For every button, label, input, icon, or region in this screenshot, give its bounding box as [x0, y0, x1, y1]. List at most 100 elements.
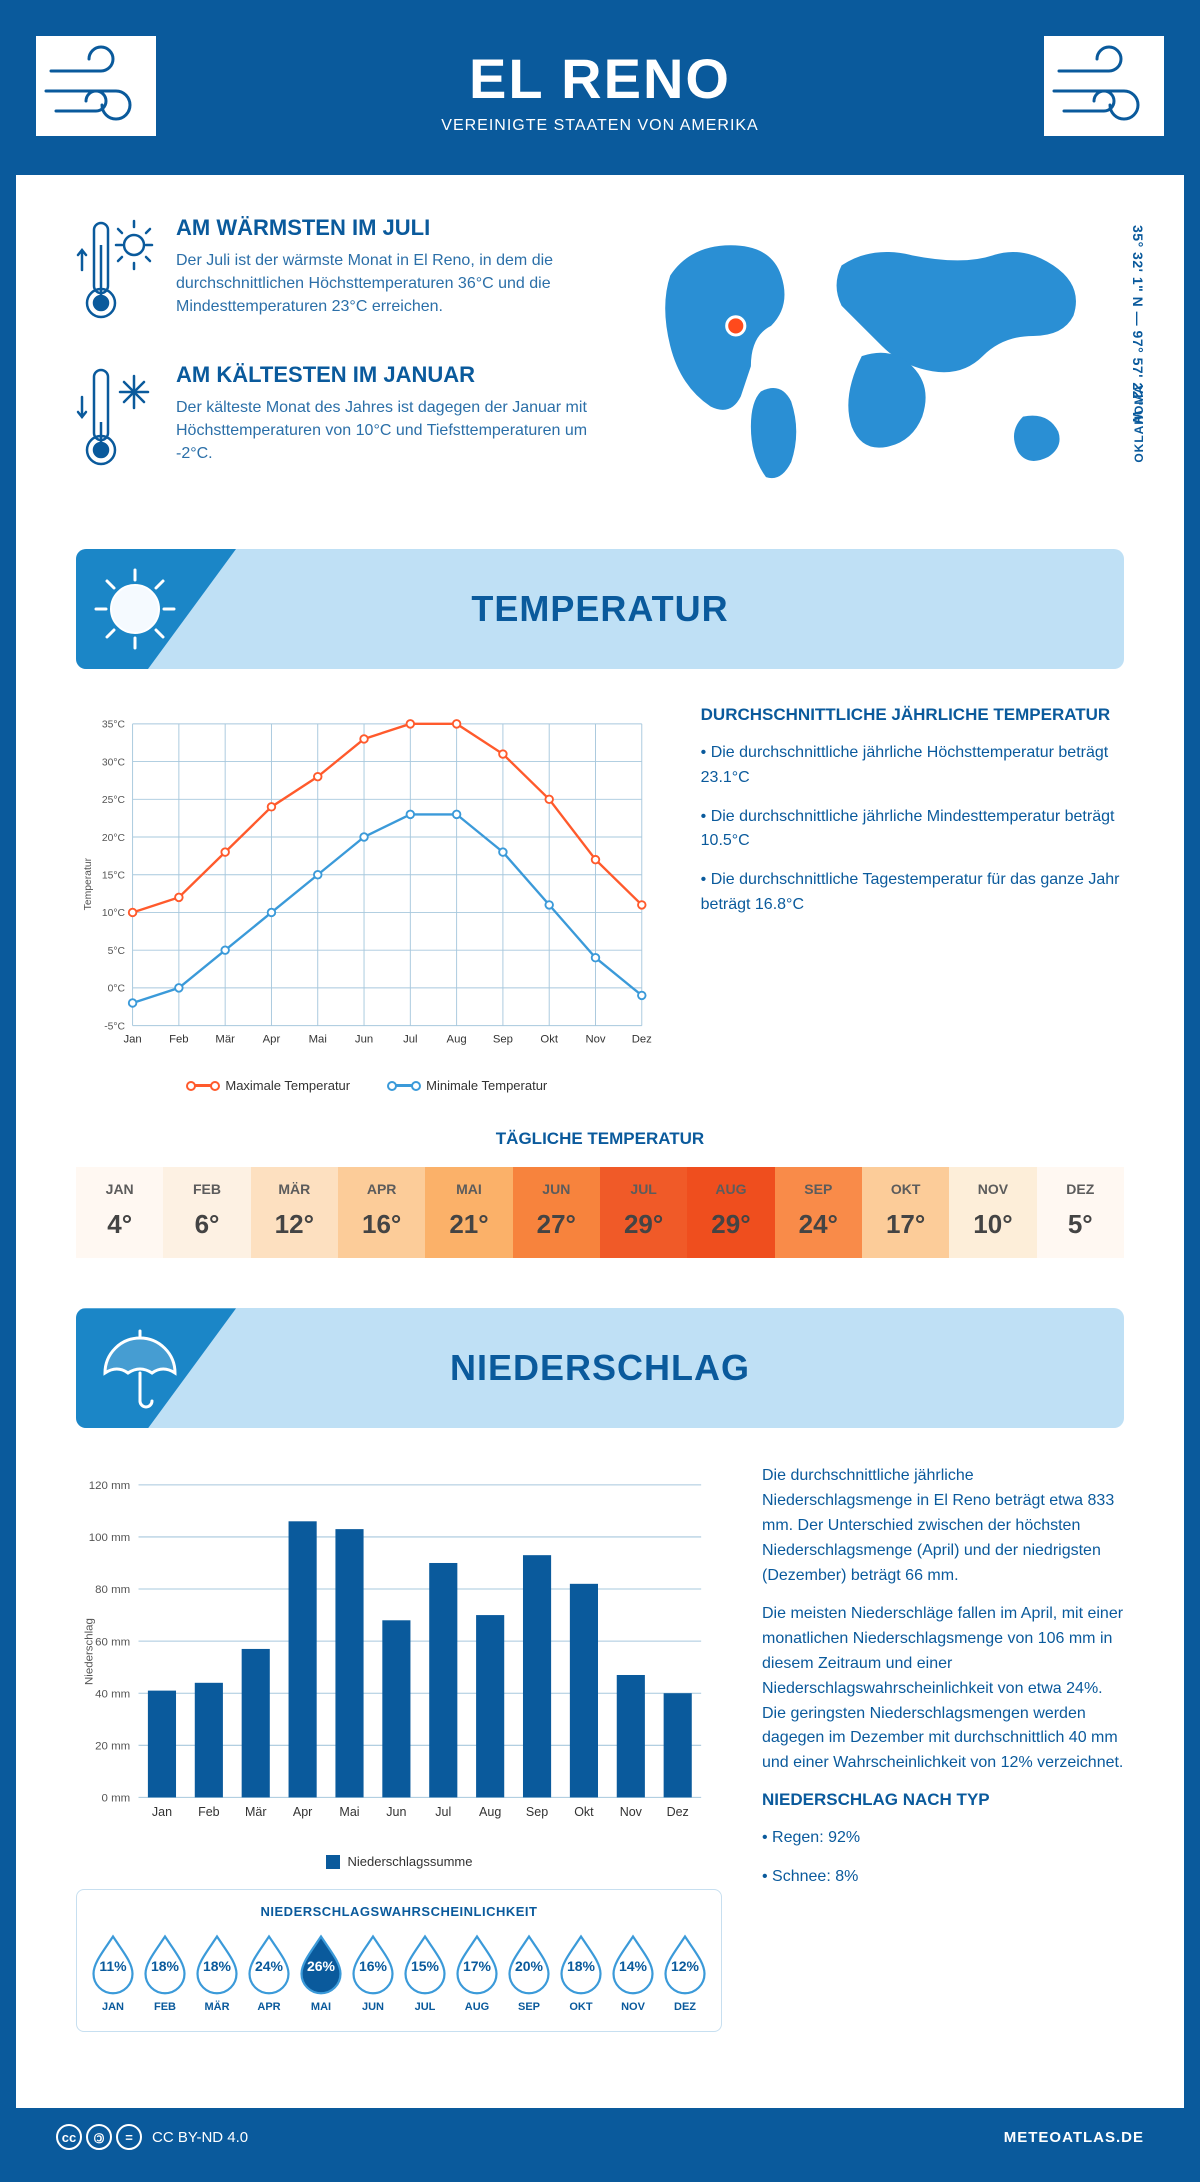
daily-temp-cell: DEZ5° [1037, 1167, 1124, 1258]
daily-temp-cell: JUN27° [513, 1167, 600, 1258]
svg-text:Jul: Jul [403, 1034, 417, 1046]
svg-text:Mär: Mär [215, 1034, 235, 1046]
daily-temp-cell: OKT17° [862, 1167, 949, 1258]
daily-temp-cell: MÄR12° [251, 1167, 338, 1258]
daily-temp-cell: NOV10° [949, 1167, 1036, 1258]
svg-text:25°C: 25°C [102, 795, 126, 806]
precip-prob-drop: 14%NOV [607, 1933, 659, 2013]
temp-bullet: • Die durchschnittliche jährliche Höchst… [701, 741, 1124, 791]
precip-prob-drop: 11%JAN [87, 1933, 139, 2013]
thermometer-sun-icon [76, 215, 156, 330]
precip-prob-drop: 26%MAI [295, 1933, 347, 2013]
svg-text:100 mm: 100 mm [89, 1532, 130, 1544]
legend-max-temp: Maximale Temperatur [189, 1078, 350, 1093]
wind-icon [36, 36, 156, 136]
svg-text:60 mm: 60 mm [95, 1637, 130, 1649]
daily-temp-cell: APR16° [338, 1167, 425, 1258]
cc-icons: cc🄯= [56, 2124, 142, 2150]
daily-temp-cell: MAI21° [425, 1167, 512, 1258]
precip-para-1: Die durchschnittliche jährliche Niedersc… [762, 1464, 1124, 1588]
svg-text:Feb: Feb [198, 1805, 220, 1819]
daily-temp-cell: AUG29° [687, 1167, 774, 1258]
precip-prob-drop: 17%AUG [451, 1933, 503, 2013]
fact-warmest: AM WÄRMSTEN IM JULI Der Juli ist der wär… [76, 215, 600, 330]
svg-text:Okt: Okt [574, 1805, 594, 1819]
fact-coldest: AM KÄLTESTEN IM JANUAR Der kälteste Mona… [76, 362, 600, 477]
region-label: OKLAHOMA [1132, 384, 1146, 463]
svg-text:Apr: Apr [293, 1805, 312, 1819]
daily-temp-strip: JAN4°FEB6°MÄR12°APR16°MAI21°JUN27°JUL29°… [76, 1167, 1124, 1258]
svg-text:20°C: 20°C [102, 833, 126, 844]
daily-temp-cell: JAN4° [76, 1167, 163, 1258]
temp-side-title: DURCHSCHNITTLICHE JÄHRLICHE TEMPERATUR [701, 705, 1124, 725]
svg-text:Temperatur: Temperatur [83, 857, 94, 910]
svg-text:Jun: Jun [355, 1034, 373, 1046]
svg-text:Dez: Dez [632, 1034, 652, 1046]
precip-prob-drop: 18%FEB [139, 1933, 191, 2013]
precip-type-bullet: • Regen: 92% [762, 1826, 1124, 1851]
svg-text:Mai: Mai [309, 1034, 327, 1046]
svg-text:-5°C: -5°C [104, 1021, 125, 1032]
precip-prob-drop: 18%OKT [555, 1933, 607, 2013]
svg-text:Jun: Jun [386, 1805, 406, 1819]
svg-text:35°C: 35°C [102, 720, 126, 731]
svg-text:Dez: Dez [667, 1805, 689, 1819]
precip-probability-box: NIEDERSCHLAGSWAHRSCHEINLICHKEIT 11%JAN18… [76, 1889, 722, 2032]
svg-text:5°C: 5°C [108, 946, 126, 957]
svg-text:120 mm: 120 mm [89, 1480, 130, 1492]
precip-prob-drop: 24%APR [243, 1933, 295, 2013]
svg-text:Sep: Sep [493, 1034, 513, 1046]
svg-text:Okt: Okt [540, 1034, 558, 1046]
fact-warm-text: Der Juli ist der wärmste Monat in El Ren… [176, 249, 600, 319]
svg-text:30°C: 30°C [102, 757, 126, 768]
precip-prob-title: NIEDERSCHLAGSWAHRSCHEINLICHKEIT [87, 1904, 711, 1919]
brand-name: METEOATLAS.DE [1004, 2129, 1144, 2146]
temp-bullet: • Die durchschnittliche jährliche Mindes… [701, 805, 1124, 855]
sun-icon [90, 564, 180, 654]
header: EL RENO VEREINIGTE STAATEN VON AMERIKA [16, 16, 1184, 175]
svg-text:Aug: Aug [479, 1805, 501, 1819]
precip-prob-drop: 18%MÄR [191, 1933, 243, 2013]
svg-text:40 mm: 40 mm [95, 1689, 130, 1701]
svg-text:Jan: Jan [123, 1034, 141, 1046]
precip-type-bullet: • Schnee: 8% [762, 1865, 1124, 1890]
svg-text:0°C: 0°C [108, 984, 126, 995]
thermometer-snow-icon [76, 362, 156, 477]
precip-prob-drop: 15%JUL [399, 1933, 451, 2013]
fact-cold-text: Der kälteste Monat des Jahres ist dagege… [176, 396, 600, 466]
svg-text:15°C: 15°C [102, 871, 126, 882]
precip-type-title: NIEDERSCHLAG NACH TYP [762, 1790, 1124, 1810]
world-map: 35° 32' 1" N — 97° 57' 22" W OKLAHOMA [640, 215, 1124, 502]
temperature-banner: TEMPERATUR [76, 549, 1124, 669]
daily-temp-title: TÄGLICHE TEMPERATUR [76, 1129, 1124, 1149]
precipitation-banner: NIEDERSCHLAG [76, 1308, 1124, 1428]
svg-text:Mär: Mär [245, 1805, 267, 1819]
svg-text:Feb: Feb [169, 1034, 188, 1046]
fact-warm-title: AM WÄRMSTEN IM JULI [176, 215, 600, 241]
svg-text:Aug: Aug [447, 1034, 467, 1046]
svg-text:10°C: 10°C [102, 908, 126, 919]
page-title: EL RENO [36, 46, 1164, 111]
svg-text:80 mm: 80 mm [95, 1585, 130, 1597]
svg-text:Jan: Jan [152, 1805, 172, 1819]
legend-min-temp: Minimale Temperatur [390, 1078, 547, 1093]
fact-cold-title: AM KÄLTESTEN IM JANUAR [176, 362, 600, 388]
precipitation-section-title: NIEDERSCHLAG [450, 1347, 750, 1389]
svg-text:Niederschlag: Niederschlag [84, 1618, 96, 1685]
svg-text:Sep: Sep [526, 1805, 548, 1819]
precip-prob-drop: 20%SEP [503, 1933, 555, 2013]
svg-text:Mai: Mai [339, 1805, 359, 1819]
daily-temp-cell: JUL29° [600, 1167, 687, 1258]
footer: cc🄯= CC BY-ND 4.0 METEOATLAS.DE [16, 2108, 1184, 2166]
daily-temp-cell: SEP24° [775, 1167, 862, 1258]
svg-text:Nov: Nov [585, 1034, 605, 1046]
temperature-section-title: TEMPERATUR [471, 588, 728, 630]
svg-text:Apr: Apr [263, 1034, 281, 1046]
daily-temp-cell: FEB6° [163, 1167, 250, 1258]
license-text: CC BY-ND 4.0 [152, 2129, 248, 2146]
precip-para-2: Die meisten Niederschläge fallen im Apri… [762, 1602, 1124, 1776]
temp-bullet: • Die durchschnittliche Tagestemperatur … [701, 868, 1124, 918]
page-subtitle: VEREINIGTE STAATEN VON AMERIKA [36, 117, 1164, 135]
temperature-line-chart: -5°C 0°C 5°C 10°C 15°C 20°C 25°C 30°C 35°C Jan Feb… [76, 705, 661, 1093]
precipitation-bar-chart: 0 mm20 mm40 mm60 mm80 mm100 mm120 mmNied… [76, 1464, 722, 2032]
